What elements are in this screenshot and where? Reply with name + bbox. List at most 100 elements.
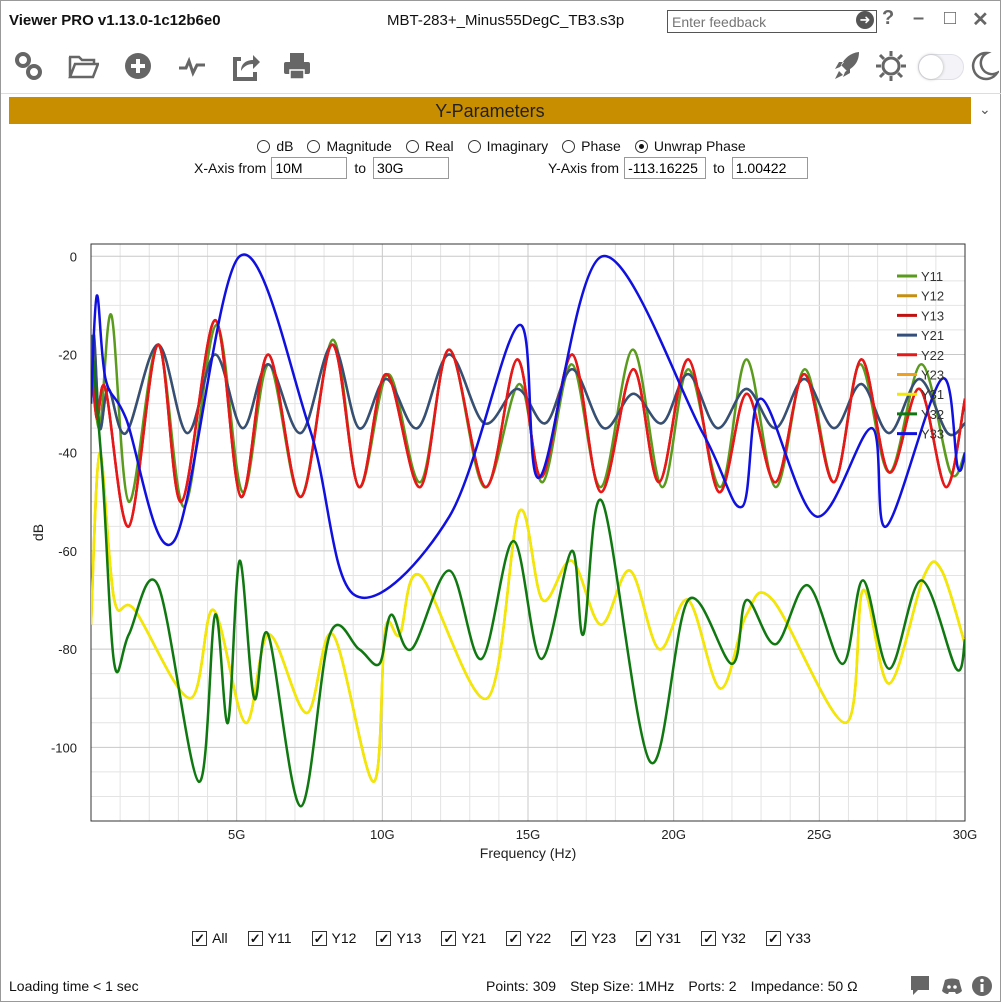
radio-circle[interactable] [257, 139, 271, 153]
help-button[interactable]: ? [882, 7, 895, 29]
impedance: Impedance: 50 Ω [750, 978, 858, 994]
checkbox[interactable]: ✓ [571, 930, 587, 946]
legend-label: Y23 [921, 368, 944, 383]
ports-count: Ports: 2 [688, 978, 737, 994]
discord-icon[interactable] [941, 976, 963, 996]
trace-checkboxes: ✓ All ✓ Y11 ✓ Y12 ✓ Y13 ✓ Y21 ✓ Y22 ✓ Y23 ✓ Y31 ✓ Y32 ✓ Y33 [1, 930, 1001, 946]
trace-checkbox[interactable]: ✓ Y11 [247, 930, 292, 946]
step-size: Step Size: 1MHz [570, 978, 675, 994]
series-line-y21 [91, 333, 965, 437]
x-to-label: to [354, 160, 367, 176]
checkbox[interactable]: ✓ [636, 930, 652, 946]
pulse-icon[interactable] [176, 49, 208, 83]
x-tick-label: 25G [807, 827, 832, 842]
checkbox[interactable]: ✓ [311, 930, 327, 946]
chevron-down-icon[interactable]: ⌄ [979, 101, 991, 117]
y-to-label: to [713, 160, 725, 176]
trace-checkbox[interactable]: ✓ Y13 [376, 930, 421, 946]
checkbox[interactable]: ✓ [506, 930, 522, 946]
checkbox[interactable]: ✓ [192, 930, 208, 946]
x-tick-label: 30G [953, 827, 978, 842]
open-folder-icon[interactable] [67, 49, 99, 83]
y-tick-label: -20 [58, 347, 77, 362]
section-header[interactable]: Y-Parameters [9, 97, 971, 124]
divider [1, 93, 1001, 94]
trace-checkbox[interactable]: ✓ Y32 [701, 930, 746, 946]
y-tick-label: -40 [58, 446, 77, 461]
legend-label: Y31 [921, 387, 944, 402]
trace-checkbox[interactable]: ✓ All [192, 930, 228, 946]
moon-icon[interactable] [967, 49, 999, 83]
checkbox[interactable]: ✓ [441, 930, 457, 946]
radio-circle[interactable] [467, 139, 481, 153]
series-line-y32 [91, 334, 965, 808]
mode-radio-group: dB Magnitude Real Imaginary Phase Unwrap Phas… [1, 138, 1001, 154]
y-from-input[interactable] [624, 157, 707, 179]
legend-label: Y13 [921, 308, 944, 323]
sun-icon[interactable] [875, 49, 907, 83]
rocket-icon[interactable] [831, 49, 863, 83]
series-line-y22 [91, 318, 965, 528]
checkbox[interactable]: ✓ [701, 930, 717, 946]
trace-checkbox[interactable]: ✓ Y23 [571, 930, 616, 946]
feedback-input[interactable] [667, 10, 877, 33]
radio-circle[interactable] [405, 139, 419, 153]
mode-label: Real [424, 138, 454, 154]
y-axis-range: Y-Axis from to [548, 157, 808, 179]
mode-radio[interactable]: Imaginary [467, 138, 548, 154]
checkbox-label: Y23 [591, 930, 617, 946]
y-axis-label: dB [30, 524, 46, 541]
mode-radio[interactable]: Real [405, 138, 454, 154]
checkbox[interactable]: ✓ [765, 930, 781, 946]
trace-checkbox[interactable]: ✓ Y33 [765, 930, 811, 946]
submit-feedback-icon[interactable]: ➜ [856, 11, 874, 29]
radio-circle[interactable] [634, 139, 648, 153]
radio-circle[interactable] [562, 139, 576, 153]
link-icon[interactable] [13, 49, 45, 83]
plot-frame [90, 243, 966, 822]
trace-checkbox[interactable]: ✓ Y21 [441, 930, 486, 946]
checkbox[interactable]: ✓ [376, 930, 392, 946]
series-line-y31 [91, 451, 965, 783]
x-to-input[interactable] [373, 157, 450, 179]
theme-toggle[interactable] [918, 54, 964, 80]
x-from-input[interactable] [271, 157, 348, 179]
trace-checkbox[interactable]: ✓ Y12 [311, 930, 356, 946]
legend-label: Y22 [921, 348, 944, 363]
y-tick-label: 0 [70, 249, 77, 264]
checkbox-label: Y31 [656, 930, 682, 946]
y-to-input[interactable] [731, 157, 808, 179]
checkbox-label: Y13 [396, 930, 422, 946]
y-tick-label: -100 [51, 740, 77, 755]
x-axis-label: Frequency (Hz) [480, 845, 576, 861]
x-tick-label: 15G [516, 827, 541, 842]
trace-checkbox[interactable]: ✓ Y22 [506, 930, 551, 946]
maximize-button[interactable]: □ [944, 7, 957, 29]
y-tick-label: -60 [58, 544, 77, 559]
legend-label: Y33 [921, 427, 944, 442]
print-icon[interactable] [281, 49, 313, 83]
trace-checkbox[interactable]: ✓ Y31 [636, 930, 681, 946]
export-icon[interactable] [229, 49, 261, 83]
close-button[interactable]: ✕ [972, 9, 989, 31]
radio-circle[interactable] [307, 139, 321, 153]
checkbox[interactable]: ✓ [247, 930, 263, 946]
x-from-label: X-Axis from [194, 160, 267, 176]
add-icon[interactable] [122, 49, 154, 83]
mode-radio[interactable]: Magnitude [307, 138, 392, 154]
x-tick-label: 10G [370, 827, 395, 842]
mode-label: Unwrap Phase [653, 138, 746, 154]
info-icon[interactable] [971, 974, 993, 998]
stats-bar: Points: 309 Step Size: 1MHz Ports: 2 Imp… [486, 978, 858, 994]
legend-label: Y12 [921, 289, 944, 304]
loading-time: Loading time < 1 sec [9, 978, 139, 994]
mode-radio[interactable]: dB [257, 138, 293, 154]
mode-label: dB [276, 138, 294, 154]
minimize-button[interactable]: – [913, 7, 925, 29]
mode-radio[interactable]: Unwrap Phase [634, 138, 746, 154]
mode-radio[interactable]: Phase [562, 138, 621, 154]
legend-label: Y11 [921, 269, 943, 284]
checkbox-label: Y11 [267, 930, 292, 946]
y-tick-label: -80 [58, 642, 77, 657]
comment-icon[interactable] [909, 974, 931, 998]
